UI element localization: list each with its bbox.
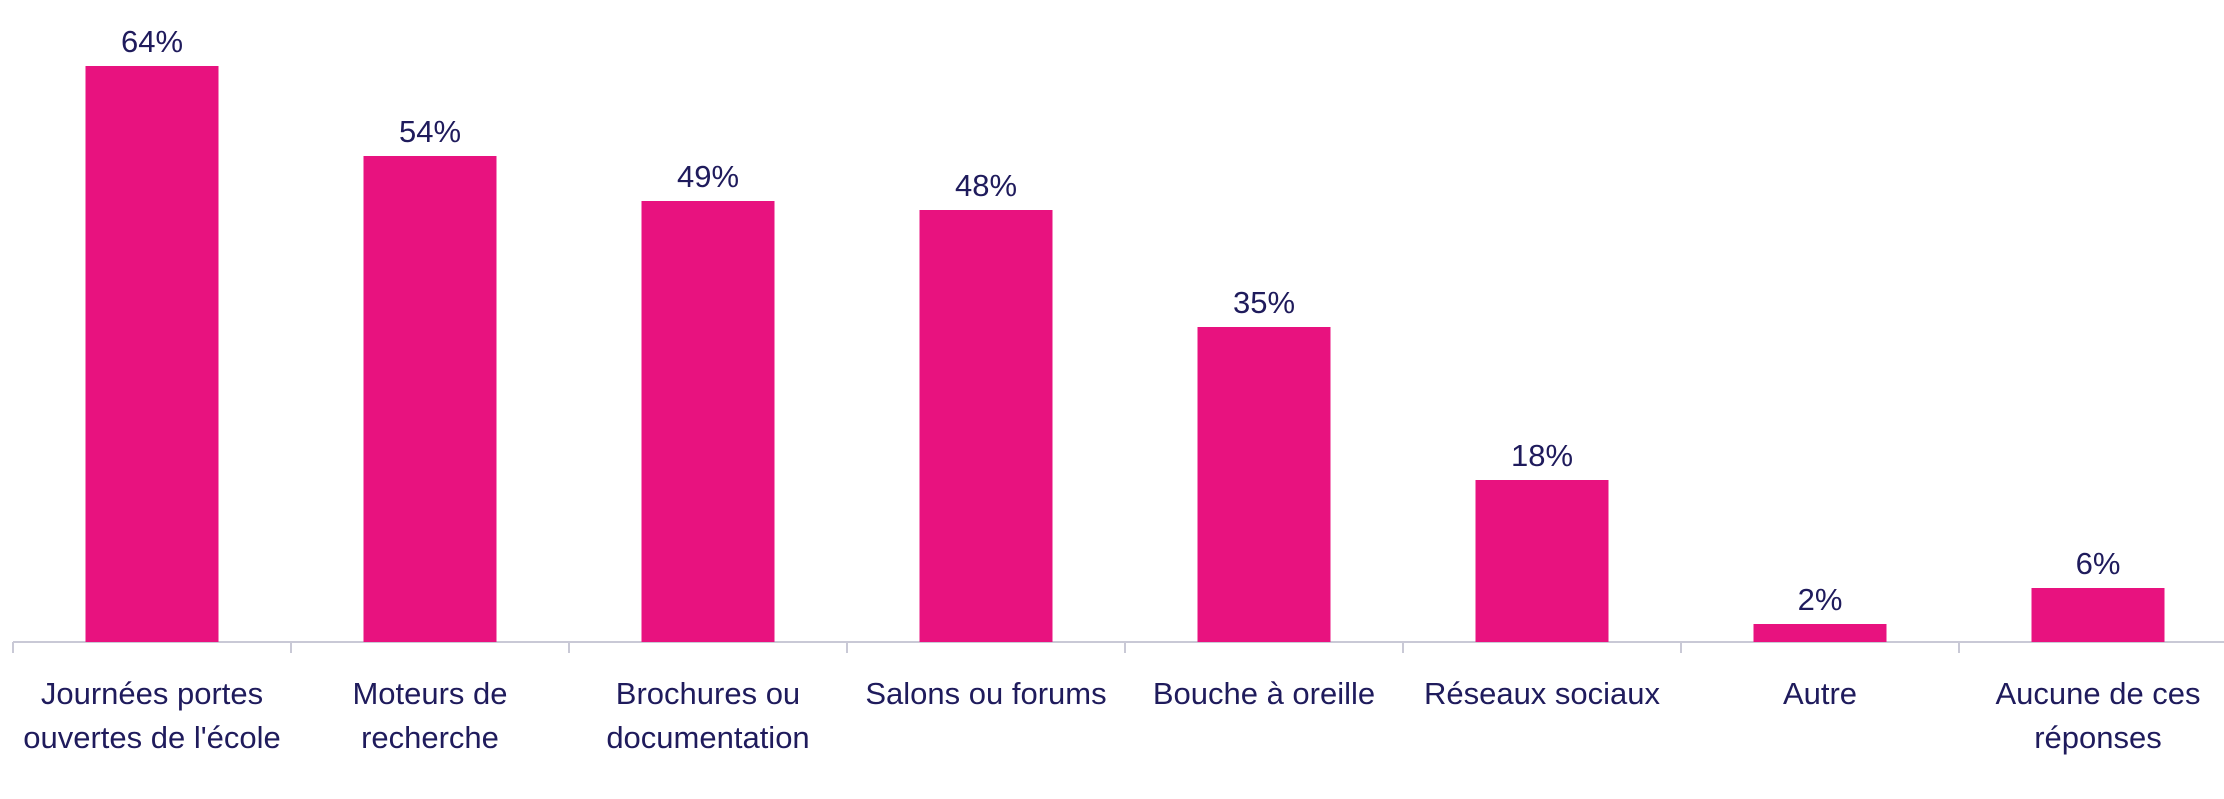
value-label: 18% bbox=[1511, 438, 1573, 473]
x-tick-label: Brochures ou documentation bbox=[606, 676, 810, 755]
value-label: 54% bbox=[399, 114, 461, 149]
bar bbox=[919, 210, 1053, 642]
bar bbox=[363, 156, 497, 642]
bar bbox=[2031, 588, 2165, 642]
value-label: 35% bbox=[1233, 285, 1295, 320]
x-tick-label: Réseaux sociaux bbox=[1423, 676, 1661, 711]
bar bbox=[1753, 624, 1887, 642]
value-label: 48% bbox=[955, 168, 1017, 203]
x-tick-label: Aucune de ces réponses bbox=[1995, 676, 2201, 755]
bar bbox=[641, 201, 775, 642]
value-label: 49% bbox=[677, 159, 739, 194]
value-label: 6% bbox=[2076, 546, 2121, 581]
bar bbox=[1475, 480, 1609, 642]
value-label: 64% bbox=[121, 24, 183, 59]
x-tick-label: Salons ou forums bbox=[865, 676, 1107, 711]
x-tick-label: Journées portes ouvertes de l'école bbox=[23, 676, 281, 755]
bar bbox=[1197, 327, 1331, 642]
bar bbox=[85, 66, 219, 642]
x-tick-label: Bouche à oreille bbox=[1152, 676, 1376, 711]
x-tick-label: Moteurs de recherche bbox=[352, 676, 508, 755]
value-label: 2% bbox=[1798, 582, 1843, 617]
x-tick-label: Autre bbox=[1782, 676, 1858, 711]
